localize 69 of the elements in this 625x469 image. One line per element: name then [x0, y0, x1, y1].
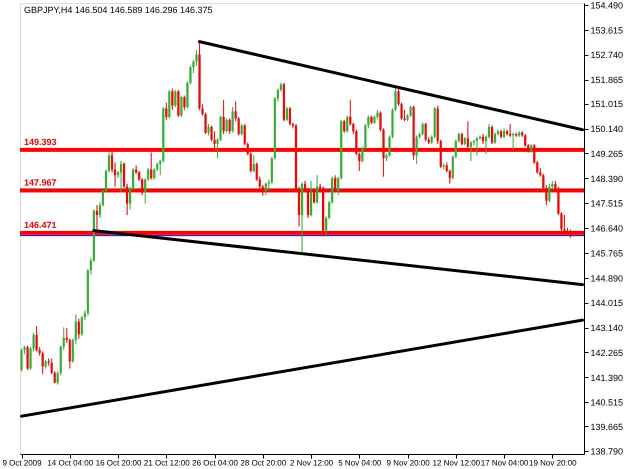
candlestick — [316, 174, 318, 204]
candlestick — [96, 204, 98, 232]
x-tick-label: 16 Oct 20:00 — [96, 458, 142, 468]
candlestick — [346, 115, 348, 134]
candlestick — [494, 132, 496, 144]
candlestick — [78, 318, 80, 340]
candlestick — [42, 350, 44, 375]
ref-line-label: 147.967 — [24, 177, 57, 188]
candlestick — [460, 132, 463, 146]
candlestick — [490, 124, 494, 144]
candlestick — [180, 95, 182, 118]
y-tick-label: 144.890 — [590, 273, 624, 284]
candlestick — [264, 182, 267, 196]
y-tick-label: 148.390 — [590, 174, 624, 184]
candlestick — [470, 140, 472, 162]
candlestick — [409, 105, 412, 118]
candlestick — [240, 124, 243, 136]
candlestick — [120, 160, 122, 193]
candlestick — [424, 122, 427, 142]
y-tick-label: 143.140 — [590, 323, 624, 334]
candlestick — [502, 128, 506, 139]
y-tick-label: 150.140 — [590, 124, 624, 134]
candlestick — [422, 122, 424, 136]
candlestick — [183, 95, 186, 110]
x-tick-label: 21 Oct 12:00 — [144, 458, 190, 468]
candlestick — [26, 345, 29, 370]
x-tick-label: 2 Nov 12:00 — [290, 458, 334, 468]
x-tick-label: 9 Nov 20:00 — [386, 458, 430, 468]
y-tick-label: 145.765 — [590, 248, 624, 258]
y-tick-label: 149.265 — [590, 148, 624, 159]
y-tick-label: 151.015 — [590, 99, 624, 110]
y-tick-label: 142.265 — [590, 348, 624, 358]
candlestick — [310, 180, 312, 217]
y-tick-label: 154.490 — [590, 0, 624, 10]
candlestick — [509, 124, 512, 138]
x-tick-label: 19 Nov 20:00 — [529, 458, 578, 468]
y-tick-label: 140.515 — [590, 398, 624, 408]
candlestick — [343, 119, 346, 134]
ref-line-label: 149.393 — [24, 136, 57, 147]
ref-line-label: 146.471 — [24, 220, 57, 230]
candlestick — [416, 134, 418, 164]
candlestick — [286, 106, 288, 122]
y-tick-label: 147.515 — [590, 198, 624, 209]
candlestick — [35, 326, 38, 352]
chart-title: GBPJPY,H4 146.504 146.589 146.296 146.375 — [24, 5, 212, 15]
y-tick-label: 146.640 — [590, 224, 624, 234]
y-tick-label: 152.740 — [590, 50, 624, 60]
y-tick-label: 141.390 — [590, 372, 624, 383]
x-tick-label: 14 Oct 04:00 — [47, 458, 94, 468]
x-tick-label: 28 Oct 20:00 — [240, 458, 287, 468]
y-tick-label: 139.665 — [590, 422, 624, 432]
x-tick-label: 12 Nov 12:00 — [432, 458, 481, 468]
candlestick — [548, 183, 550, 203]
y-tick-label: 138.790 — [590, 446, 624, 457]
candlestick — [165, 102, 168, 120]
candlestick — [171, 88, 174, 110]
candlestick — [174, 89, 176, 108]
y-tick-label: 144.015 — [590, 298, 624, 308]
candlestick — [512, 132, 514, 150]
x-tick-label: 17 Nov 04:00 — [480, 458, 529, 468]
y-tick-label: 151.865 — [590, 75, 624, 86]
y-tick-label: 153.615 — [590, 25, 624, 36]
x-tick-label: 5 Nov 04:00 — [338, 458, 382, 468]
x-tick-label: 26 Oct 04:00 — [192, 458, 238, 468]
candlestick — [222, 99, 225, 135]
candlestick — [20, 348, 23, 372]
candlestick — [252, 154, 255, 173]
candlestick — [288, 106, 292, 126]
x-tick-label: 9 Oct 2009 — [2, 458, 42, 468]
